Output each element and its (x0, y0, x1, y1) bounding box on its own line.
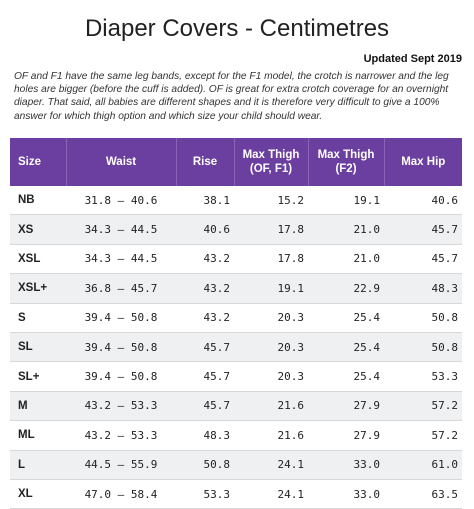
cell-size: XL (10, 479, 66, 509)
cell-hip: 57.2 (384, 391, 462, 422)
cell-size: XSL+ (10, 273, 66, 304)
cell-size: L (10, 450, 66, 480)
cell-thigh-of-f1: 17.8 (234, 214, 308, 245)
cell-rise: 43.2 (176, 303, 234, 333)
cell-hip: 50.8 (384, 332, 462, 363)
cell-thigh-f2: 25.4 (308, 332, 384, 363)
cell-thigh-f2: 25.4 (308, 361, 384, 392)
cell-thigh-of-f1: 17.8 (234, 244, 308, 275)
cell-waist: 39.4 – 50.8 (66, 303, 176, 333)
header-thigh-of-f1-line2: (OF, F1) (249, 163, 293, 175)
cell-rise: 43.2 (176, 273, 234, 304)
cell-hip: 45.7 (384, 214, 462, 245)
cell-size: S (10, 303, 66, 333)
cell-rise: 43.2 (176, 244, 234, 275)
table-row: NB 31.8 – 40.6 38.1 15.2 19.1 40.6 (10, 186, 462, 216)
header-thigh-f2: Max Thigh (F2) (308, 138, 385, 186)
cell-size: SL+ (10, 361, 66, 392)
cell-thigh-f2: 19.1 (308, 186, 384, 216)
cell-waist: 31.8 – 40.6 (66, 186, 176, 216)
cell-waist: 34.3 – 44.5 (66, 214, 176, 245)
cell-thigh-f2: 33.0 (308, 450, 384, 480)
cell-rise: 45.7 (176, 391, 234, 422)
table-row: L 44.5 – 55.9 50.8 24.1 33.0 61.0 (10, 450, 462, 480)
size-chart-table: Size Waist Rise Max Thigh (OF, F1) Max T… (10, 138, 462, 509)
table-body: NB 31.8 – 40.6 38.1 15.2 19.1 40.6 XS 34.3 – 44… (10, 186, 462, 509)
cell-rise: 40.6 (176, 214, 234, 245)
table-row: XS 34.3 – 44.5 40.6 17.8 21.0 45.7 (10, 214, 462, 245)
table-row: SL 39.4 – 50.8 45.7 20.3 25.4 50.8 (10, 332, 462, 363)
header-thigh-of-f1: Max Thigh (OF, F1) (234, 138, 309, 186)
cell-size: ML (10, 420, 66, 451)
cell-thigh-of-f1: 15.2 (234, 186, 308, 216)
cell-thigh-f2: 25.4 (308, 303, 384, 333)
cell-waist: 34.3 – 44.5 (66, 244, 176, 275)
cell-thigh-of-f1: 24.1 (234, 450, 308, 480)
header-rise: Rise (176, 138, 235, 186)
cell-thigh-f2: 21.0 (308, 244, 384, 275)
cell-hip: 57.2 (384, 420, 462, 451)
cell-size: XS (10, 214, 66, 245)
header-thigh-f2-line2: (F2) (335, 163, 357, 175)
cell-hip: 48.3 (384, 273, 462, 304)
table-row: S 39.4 – 50.8 43.2 20.3 25.4 50.8 (10, 303, 462, 333)
table-row: XSL 34.3 – 44.5 43.2 17.8 21.0 45.7 (10, 244, 462, 275)
cell-thigh-of-f1: 20.3 (234, 332, 308, 363)
fit-note: OF and F1 have the same leg bands, excep… (14, 71, 449, 122)
cell-waist: 39.4 – 50.8 (66, 361, 176, 392)
cell-thigh-f2: 27.9 (308, 391, 384, 422)
cell-thigh-of-f1: 20.3 (234, 361, 308, 392)
header-size: Size (10, 138, 67, 186)
table-row: ML 43.2 – 53.3 48.3 21.6 27.9 57.2 (10, 420, 462, 451)
cell-thigh-f2: 21.0 (308, 214, 384, 245)
table-row: SL+ 39.4 – 50.8 45.7 20.3 25.4 53.3 (10, 361, 462, 392)
header-thigh-of-f1-line1: Max Thigh (242, 149, 300, 161)
header-thigh-f2-line1: Max Thigh (317, 149, 375, 161)
cell-rise: 45.7 (176, 361, 234, 392)
cell-hip: 45.7 (384, 244, 462, 275)
cell-size: XSL (10, 244, 66, 275)
table-row: XL 47.0 – 58.4 53.3 24.1 33.0 63.5 (10, 479, 462, 509)
cell-thigh-of-f1: 20.3 (234, 303, 308, 333)
updated-date: Updated Sept 2019 (363, 53, 462, 65)
cell-size: NB (10, 186, 66, 216)
cell-thigh-f2: 33.0 (308, 479, 384, 509)
cell-rise: 48.3 (176, 420, 234, 451)
cell-rise: 38.1 (176, 186, 234, 216)
table-header-row: Size Waist Rise Max Thigh (OF, F1) Max T… (10, 138, 462, 186)
cell-rise: 50.8 (176, 450, 234, 480)
cell-hip: 40.6 (384, 186, 462, 216)
cell-hip: 50.8 (384, 303, 462, 333)
cell-rise: 45.7 (176, 332, 234, 363)
cell-size: SL (10, 332, 66, 363)
cell-thigh-f2: 22.9 (308, 273, 384, 304)
cell-thigh-of-f1: 21.6 (234, 420, 308, 451)
cell-thigh-f2: 27.9 (308, 420, 384, 451)
page-title: Diaper Covers - Centimetres (84, 15, 390, 42)
cell-waist: 44.5 – 55.9 (66, 450, 176, 480)
table-row: M 43.2 – 53.3 45.7 21.6 27.9 57.2 (10, 391, 462, 422)
cell-size: M (10, 391, 66, 422)
cell-hip: 63.5 (384, 479, 462, 509)
cell-waist: 39.4 – 50.8 (66, 332, 176, 363)
header-waist: Waist (66, 138, 177, 186)
cell-thigh-of-f1: 24.1 (234, 479, 308, 509)
header-hip: Max Hip (401, 156, 446, 168)
table-row: XSL+ 36.8 – 45.7 43.2 19.1 22.9 48.3 (10, 273, 462, 304)
cell-hip: 61.0 (384, 450, 462, 480)
cell-rise: 53.3 (176, 479, 234, 509)
cell-waist: 36.8 – 45.7 (66, 273, 176, 304)
cell-waist: 47.0 – 58.4 (66, 479, 176, 509)
cell-waist: 43.2 – 53.3 (66, 391, 176, 422)
cell-thigh-of-f1: 21.6 (234, 391, 308, 422)
cell-thigh-of-f1: 19.1 (234, 273, 308, 304)
cell-waist: 43.2 – 53.3 (66, 420, 176, 451)
cell-hip: 53.3 (384, 361, 462, 392)
